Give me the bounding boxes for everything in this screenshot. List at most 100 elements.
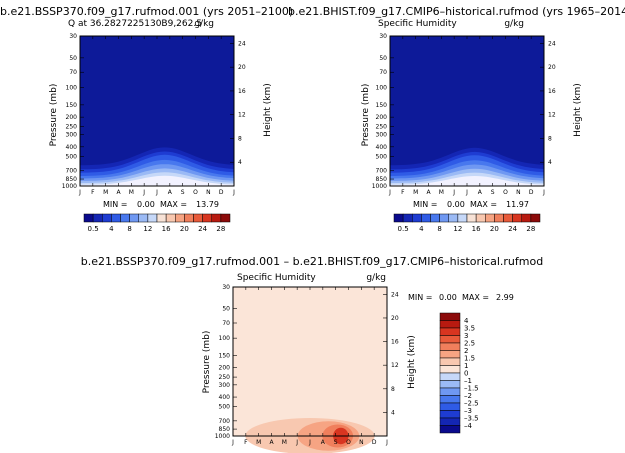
y-tick-label: 50 <box>69 55 77 62</box>
x-tick-label: J <box>231 439 234 446</box>
colorbar-box <box>120 213 130 223</box>
colorbar-box <box>439 425 461 434</box>
colorbar-box <box>503 213 513 223</box>
y-tick-label: 200 <box>66 114 78 121</box>
y-tick-label: 70 <box>379 69 387 76</box>
colorbar-box <box>220 213 231 223</box>
colorbar-box <box>439 335 461 344</box>
panel-diff-subtitle: Specific Humidity <box>237 273 316 283</box>
panel-hist-ylabel-right: Height (km) <box>573 83 583 137</box>
height-tick-label: 20 <box>391 315 399 322</box>
y-tick-label: 70 <box>222 320 230 327</box>
colorbar-box <box>393 213 404 223</box>
x-tick-label: A <box>168 189 173 196</box>
panel-hist-max-label: MAX = <box>470 200 497 209</box>
panel-hist-subtitle: Specific Humidity <box>378 19 457 29</box>
y-tick-label: 250 <box>376 124 388 131</box>
colorbar-label: 1 <box>464 362 468 370</box>
colorbar-label: –2 <box>464 392 472 400</box>
colorbar-box <box>184 213 194 223</box>
colorbar-label: 1.5 <box>464 355 475 363</box>
y-tick-label: 70 <box>69 69 77 76</box>
colorbar-box <box>439 380 461 389</box>
colorbar-box <box>165 213 176 223</box>
x-tick-label: J <box>452 189 455 196</box>
panel-diff-title: b.e21.BSSP370.f09_g17.rufmod.001 – b.e21… <box>81 255 543 268</box>
colorbar-box <box>485 213 495 223</box>
height-tick-label: 16 <box>238 88 246 95</box>
height-tick-label: 20 <box>238 64 246 71</box>
y-tick-label: 1000 <box>62 183 77 190</box>
panel-diff-min: 0.00 <box>439 293 457 302</box>
colorbar-box <box>83 213 94 223</box>
panel-hist-max: 11.97 <box>506 200 529 209</box>
colorbar-box <box>439 387 461 396</box>
colorbar-box <box>193 213 203 223</box>
y-tick-label: 300 <box>219 382 231 389</box>
height-tick-label: 24 <box>238 40 246 47</box>
colorbar-box <box>475 213 486 223</box>
colorbar-box <box>102 213 112 223</box>
height-tick-label: 4 <box>548 159 552 166</box>
x-tick-label: J <box>385 439 388 446</box>
colorbar-box <box>412 213 422 223</box>
colorbar-box <box>530 213 541 223</box>
colorbar-box <box>466 213 477 223</box>
panel-diff-min-label: MIN = <box>408 293 433 302</box>
colorbar-box <box>512 213 522 223</box>
x-tick-label: S <box>181 189 185 196</box>
y-tick-label: 50 <box>222 306 230 313</box>
colorbar-box <box>448 213 459 223</box>
colorbar-box <box>439 350 461 359</box>
y-tick-label: 400 <box>219 394 231 401</box>
y-tick-label: 100 <box>376 85 388 92</box>
colorbar-box <box>439 417 461 426</box>
colorbar-label: 20 <box>180 225 189 233</box>
colorbar-label: 16 <box>162 225 171 233</box>
colorbar-box <box>111 213 121 223</box>
colorbar-label: 16 <box>472 225 481 233</box>
colorbar-label: 2.5 <box>464 340 475 348</box>
x-tick-label: J <box>232 189 235 196</box>
y-tick-label: 100 <box>219 335 231 342</box>
panel-ssp370-ylabel-right: Height (km) <box>263 83 273 137</box>
height-tick-label: 20 <box>548 64 556 71</box>
panel-ssp370-colorbar: 0.5 4 8 12 16 20 24 28 <box>83 213 231 233</box>
y-tick-label: 150 <box>66 102 78 109</box>
colorbar-box <box>92 213 103 223</box>
y-tick-label: 200 <box>219 365 231 372</box>
panel-diff-ylabel-right: Height (km) <box>407 335 417 389</box>
panel-ssp370: b.e21.BSSP370.f09_g17.rufmod.001 (yrs 20… <box>0 5 293 233</box>
colorbar-box <box>430 213 440 223</box>
colorbar-label: 12 <box>453 225 462 233</box>
colorbar-label: –1.5 <box>464 385 479 393</box>
colorbar-box <box>521 213 532 223</box>
colorbar-label: 4 <box>464 317 469 325</box>
colorbar-box <box>439 402 461 411</box>
x-tick-label: F <box>401 189 405 196</box>
x-tick-label: N <box>516 189 521 196</box>
x-tick-label: M <box>413 189 418 196</box>
y-tick-label: 300 <box>66 131 78 138</box>
x-tick-label: J <box>78 189 81 196</box>
colorbar-label: 0.5 <box>88 225 99 233</box>
y-tick-label: 400 <box>66 144 78 151</box>
x-tick-label: J <box>542 189 545 196</box>
panel-hist-colorbar: 0.5 4 8 12 16 20 24 28 <box>393 213 541 233</box>
height-tick-label: 24 <box>391 291 399 298</box>
colorbar-box <box>439 372 461 381</box>
panel-diff-ylabel: Pressure (mb) <box>202 331 212 394</box>
panel-ssp370-max-label: MAX = <box>160 200 187 209</box>
x-tick-label: N <box>359 439 364 446</box>
x-tick-label: S <box>491 189 495 196</box>
colorbar-box <box>402 213 413 223</box>
colorbar-box <box>439 327 461 336</box>
height-tick-label: 4 <box>238 159 242 166</box>
x-tick-label: J <box>142 189 145 196</box>
colorbar-box <box>175 213 185 223</box>
colorbar-label: 4 <box>419 225 424 233</box>
colorbar-label: 0.5 <box>398 225 409 233</box>
colorbar-label: 24 <box>508 225 517 233</box>
y-tick-label: 500 <box>376 153 388 160</box>
colorbar-box <box>439 312 461 321</box>
